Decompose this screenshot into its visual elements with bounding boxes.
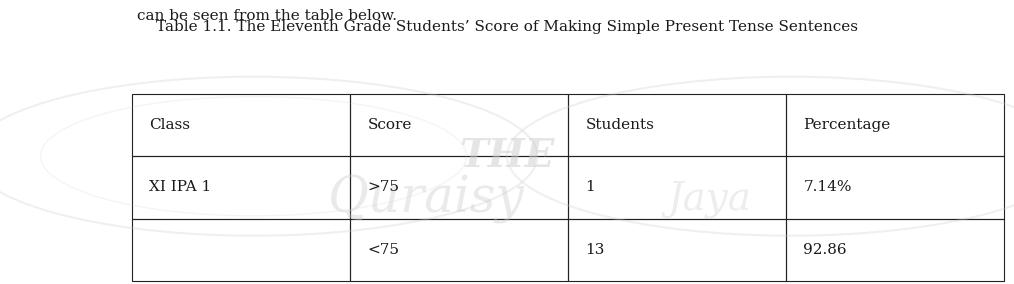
Bar — [568, 94, 786, 156]
Bar — [568, 156, 786, 219]
Text: <75: <75 — [367, 243, 400, 257]
Text: 13: 13 — [585, 243, 604, 257]
Bar — [568, 219, 786, 281]
Bar — [350, 219, 568, 281]
Text: Quraisy: Quraisy — [328, 174, 524, 224]
Text: 1: 1 — [585, 180, 595, 195]
Text: Percentage: Percentage — [803, 118, 890, 132]
Text: Students: Students — [585, 118, 654, 132]
Bar — [350, 94, 568, 156]
Bar — [786, 219, 1004, 281]
Bar — [786, 156, 1004, 219]
Text: THE: THE — [459, 137, 555, 175]
Text: 7.14%: 7.14% — [803, 180, 852, 195]
Bar — [350, 156, 568, 219]
Text: 92.86: 92.86 — [803, 243, 847, 257]
Text: >75: >75 — [367, 180, 400, 195]
Text: Table 1.1. The Eleventh Grade Students’ Score of Making Simple Present Tense Sen: Table 1.1. The Eleventh Grade Students’ … — [156, 20, 858, 34]
Text: Jaya: Jaya — [668, 180, 751, 218]
Bar — [132, 156, 350, 219]
Bar — [132, 219, 350, 281]
Bar — [132, 94, 350, 156]
Bar — [786, 94, 1004, 156]
Text: Class: Class — [149, 118, 191, 132]
Text: XI IPA 1: XI IPA 1 — [149, 180, 212, 195]
Text: can be seen from the table below.: can be seen from the table below. — [137, 9, 396, 22]
Text: Score: Score — [367, 118, 412, 132]
